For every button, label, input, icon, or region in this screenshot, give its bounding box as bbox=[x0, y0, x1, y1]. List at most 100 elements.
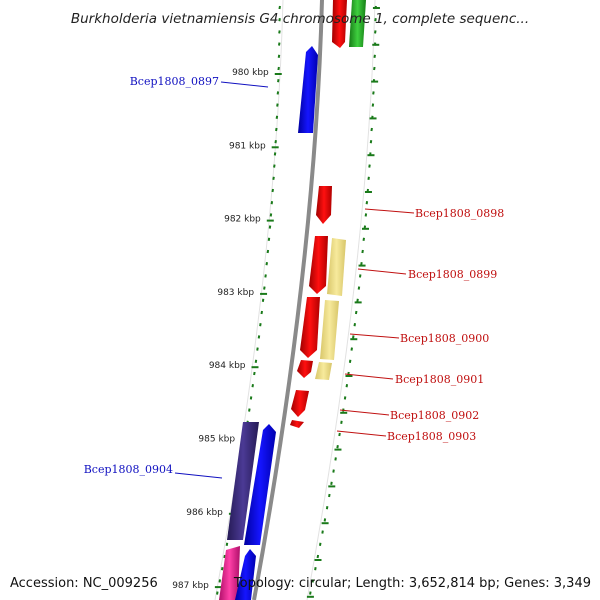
gene-label[interactable]: Bcep1808_0901 bbox=[395, 373, 484, 386]
tick-dot bbox=[361, 249, 364, 254]
gene-label[interactable]: Bcep1808_0900 bbox=[400, 332, 489, 345]
track-edge-right bbox=[306, 0, 376, 600]
gene-feature-bcep1808-0900-yellow bbox=[320, 300, 339, 360]
gene-feature-bcep1808-0899-yellow bbox=[327, 238, 346, 296]
gene-label[interactable]: Bcep1808_0899 bbox=[408, 268, 497, 281]
tick-dot bbox=[267, 237, 271, 241]
tick-dot bbox=[278, 30, 281, 34]
gene-features bbox=[219, 0, 366, 600]
tick-dot bbox=[357, 286, 361, 290]
gene-label[interactable]: Bcep1808_0903 bbox=[387, 430, 476, 443]
tick-dot bbox=[248, 408, 251, 412]
tick-dot bbox=[314, 567, 317, 571]
tick-label: 983 kbp bbox=[217, 288, 254, 298]
tick-dot bbox=[260, 310, 263, 315]
tick-dot bbox=[271, 188, 274, 193]
tick-dot bbox=[371, 103, 375, 107]
tick-dot bbox=[348, 359, 352, 363]
tick-dot bbox=[318, 542, 322, 546]
tick-dot bbox=[316, 554, 320, 559]
gene-arrow-top-green[interactable] bbox=[349, 0, 366, 47]
tick-dot bbox=[277, 42, 281, 46]
tick-dot bbox=[345, 384, 349, 388]
gene-label[interactable]: Bcep1808_0902 bbox=[390, 409, 479, 422]
gene-arrow-bcep1808-0897[interactable] bbox=[298, 46, 318, 133]
tick-dot bbox=[275, 115, 279, 119]
gene-arrow-bcep1808-0901[interactable] bbox=[297, 360, 313, 378]
tick-dot bbox=[358, 274, 362, 278]
tick-label: 984 kbp bbox=[209, 361, 246, 371]
tick-label: 985 kbp bbox=[198, 435, 235, 445]
gene-arrow-bcep1808-0899[interactable] bbox=[309, 236, 328, 294]
tick-dot bbox=[356, 298, 359, 302]
tick-dot bbox=[323, 518, 327, 522]
tick-dot bbox=[270, 201, 274, 205]
gene-arrow-bcep1808-0898[interactable] bbox=[316, 186, 332, 224]
tick-dot bbox=[364, 213, 368, 217]
tick-dot bbox=[352, 335, 355, 339]
gene-label[interactable]: Bcep1808_0904 bbox=[84, 463, 173, 476]
tick-label: 982 kbp bbox=[224, 215, 261, 225]
gene-arrow-bcep1808-0902[interactable] bbox=[291, 390, 309, 417]
tick-dot bbox=[334, 457, 337, 461]
gene-arrow-top-red[interactable] bbox=[332, 0, 347, 48]
tick-dot bbox=[266, 249, 270, 254]
tick-dot bbox=[264, 274, 267, 278]
tick-dot bbox=[278, 18, 281, 22]
chromosome-backbone bbox=[252, 0, 324, 600]
gene-arrow-bcep1808-0900[interactable] bbox=[300, 297, 320, 358]
gene-feature-bcep1808-0904-purple[interactable] bbox=[227, 422, 259, 540]
gene-labels: Bcep1808_0897 Bcep1808_0898 Bcep1808_0899 B… bbox=[84, 75, 505, 476]
tick-dot bbox=[373, 54, 376, 58]
gene-arrow-bcep1808-0904[interactable] bbox=[244, 424, 276, 545]
tick-dot bbox=[263, 286, 266, 290]
sequence-info-text: Topology: circular; Length: 3,652,814 bp… bbox=[233, 576, 591, 591]
tick-dot bbox=[336, 445, 339, 449]
tick-dot bbox=[328, 493, 331, 498]
tick-dot bbox=[277, 79, 280, 83]
tick-dot bbox=[275, 127, 278, 132]
tick-label: 981 kbp bbox=[229, 141, 266, 151]
tick-label: 980 kbp bbox=[232, 68, 269, 78]
tick-dot bbox=[223, 554, 226, 559]
tick-dot bbox=[309, 591, 312, 595]
tick-dot bbox=[370, 127, 373, 132]
tick-dot bbox=[374, 18, 377, 22]
tick-dot bbox=[353, 323, 356, 327]
gene-arrow-bottom-blue[interactable] bbox=[235, 549, 256, 600]
tick-dots-right bbox=[306, 5, 380, 598]
tick-dot bbox=[277, 66, 280, 71]
gene-arrow-bcep1808-0903[interactable] bbox=[290, 420, 304, 428]
gene-label[interactable]: Bcep1808_0897 bbox=[130, 75, 219, 88]
gene-label[interactable]: Bcep1808_0898 bbox=[415, 207, 504, 220]
tick-dot bbox=[373, 66, 376, 71]
tick-dot bbox=[269, 213, 273, 217]
tick-dot bbox=[257, 335, 261, 339]
tick-dot bbox=[368, 164, 371, 168]
tick-dot bbox=[367, 176, 370, 180]
tick-dot bbox=[249, 396, 253, 400]
tick-dot bbox=[268, 225, 272, 229]
tick-dot bbox=[374, 30, 377, 34]
accession-text: Accession: NC_009256 bbox=[10, 576, 158, 591]
tick-dot bbox=[274, 140, 277, 144]
tick-dot bbox=[321, 530, 324, 534]
tick-dot bbox=[276, 103, 279, 107]
tick-dot bbox=[251, 384, 254, 388]
gene-feature-bcep1808-0901-yellow bbox=[315, 362, 332, 380]
tick-dot bbox=[253, 371, 256, 376]
tick-dot bbox=[365, 201, 369, 205]
gene-feature-bottom-pink[interactable] bbox=[219, 546, 240, 600]
tick-dot bbox=[311, 579, 315, 583]
sequence-title: Burkholderia vietnamiensis G4 chromosome… bbox=[71, 11, 529, 27]
tick-dot bbox=[259, 323, 262, 327]
tick-dot bbox=[273, 152, 277, 156]
tick-dot bbox=[254, 359, 258, 363]
track-edge-left bbox=[214, 0, 284, 600]
tick-dot bbox=[265, 262, 268, 266]
tick-dot bbox=[340, 420, 343, 424]
tick-dot bbox=[332, 469, 335, 473]
tick-dot bbox=[216, 591, 219, 595]
tick-dot bbox=[278, 5, 281, 10]
